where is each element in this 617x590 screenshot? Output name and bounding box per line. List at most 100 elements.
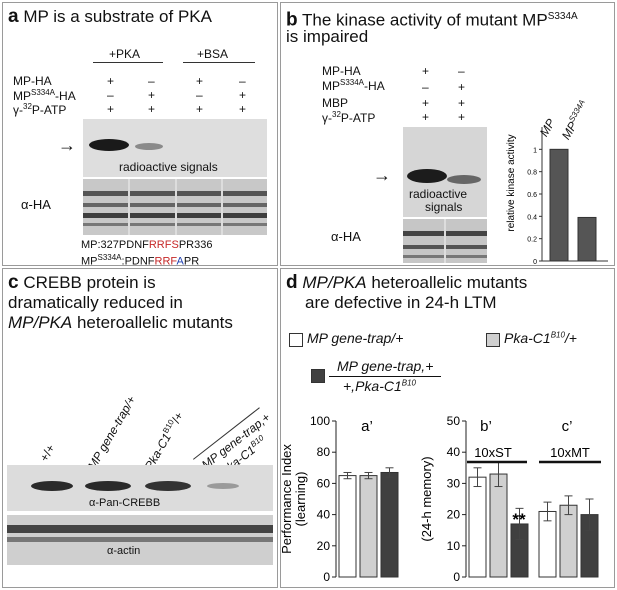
blot-band [145, 481, 191, 491]
significance-marker: ** [512, 510, 526, 529]
y-tick-label: 10 [447, 539, 461, 553]
group-label-10xst: 10xST [474, 445, 512, 460]
sym-b-2-1: + [458, 96, 466, 110]
kinase-activity-chart: 0 0.2 0.4 0.6 0.8 1 relative kinase activity [506, 127, 608, 266]
bar [559, 504, 578, 578]
panel-b-title-line2: is impaired [286, 27, 369, 46]
sym-b-0-1: – [458, 64, 465, 78]
sub-label-c: c’ [562, 418, 573, 435]
sub-label-a: a’ [361, 418, 373, 435]
col-header-pka: +PKA [109, 47, 141, 61]
sym-b-3-1: + [458, 110, 466, 124]
legend-swatch-dark [311, 369, 325, 383]
row-label-b-atp: γ-32P-ATP [322, 110, 376, 125]
panel-a: a MP is a substrate of PKA +PKA +BSA MP-… [2, 2, 278, 266]
crebb-blot: α-Pan-CREBB [7, 465, 273, 511]
col-header-bsa-line [183, 62, 255, 63]
panel-d-letter: d [286, 272, 298, 293]
bar [380, 471, 399, 578]
y-tick-label: 40 [317, 508, 331, 522]
sym-a-2-3: + [239, 102, 247, 116]
legend-label-trans-top: MP gene-trap,+ [337, 358, 434, 374]
y-tick-label: 0.6 [527, 192, 537, 199]
blot-band [447, 175, 481, 184]
panel-b-title: b The kinase activity of mutant MPS334A [286, 9, 578, 31]
group-label-10xmt: 10xMT [550, 445, 590, 460]
sym-b-1-1: + [458, 80, 466, 94]
sym-a-0-1: – [148, 74, 155, 88]
row-label-mp-ha: MP-HA [13, 74, 52, 88]
panel-c-title-line3: MP/PKA heteroallelic mutants [8, 313, 233, 332]
row-label-atp: γ-32P-ATP [13, 102, 67, 117]
y-tick-label: 0.4 [527, 214, 537, 221]
y-axis-title: (24-h memory) [419, 456, 434, 541]
sym-a-2-0: + [107, 102, 115, 116]
sym-a-0-3: – [239, 74, 246, 88]
blot-band [135, 143, 163, 150]
y-tick-label: 30 [447, 476, 461, 490]
blot-band [207, 483, 239, 489]
panel-d-title: d MP/PKA heteroallelic mutants [286, 272, 528, 293]
y-tick-label: 20 [317, 539, 331, 553]
sym-b-2-0: + [422, 96, 430, 110]
row-label-b-mbp: MBP [322, 96, 349, 110]
alpha-ha-blot-a [83, 179, 267, 235]
blot-band [7, 537, 273, 542]
alpha-ha-label-a: α-HA [21, 197, 51, 212]
blot-label: radioactive signals [119, 160, 218, 174]
sym-b-1-0: – [422, 80, 429, 94]
sequence-wt: MP:327PDNFRRFSPR336 [81, 239, 213, 251]
lane-gap [221, 179, 223, 235]
bar [468, 476, 487, 578]
panel-d: d MP/PKA heteroallelic mutants are defec… [280, 268, 615, 588]
blot-band [85, 481, 131, 491]
bar [489, 473, 508, 578]
arrow-icon: → [58, 135, 76, 155]
sym-b-3-0: + [422, 110, 430, 124]
legend-swatch-light [486, 333, 500, 347]
y-tick-label: 20 [447, 508, 461, 522]
y-axis-title: (learning) [293, 472, 308, 527]
y-tick-label: 40 [447, 445, 461, 459]
radioactive-blot-b: radioactive signals [403, 127, 487, 217]
legend-label-pka: Pka-C1B10/+ [504, 330, 577, 346]
row-label-b-mp-ha: MP-HA [322, 64, 361, 78]
sub-label-b: b’ [480, 418, 492, 435]
sequence-mutant: MPS334A:PDNFRRFAPR [81, 253, 200, 266]
blot-band [31, 481, 73, 491]
y-tick-label: 100 [310, 414, 330, 428]
sym-a-1-2: – [196, 88, 203, 102]
row-label-mp-s334a: MPS334A-HA [13, 88, 76, 103]
sym-a-2-1: + [148, 102, 156, 116]
sym-a-2-2: + [196, 102, 204, 116]
col-header-bsa: +BSA [197, 47, 229, 61]
blot-label: α-Pan-CREBB [89, 497, 161, 509]
y-axis-title: Performance Index [281, 444, 294, 554]
y-tick-label: 0 [453, 570, 460, 584]
alpha-ha-label-b: α-HA [331, 229, 361, 244]
panel-c-letter: c [8, 272, 19, 293]
sym-b-0-0: + [422, 64, 430, 78]
bar [549, 148, 569, 262]
sym-a-1-1: + [148, 88, 156, 102]
col-header-pka-line [93, 62, 163, 63]
y-tick-label: 0 [533, 259, 537, 266]
sym-a-0-0: + [107, 74, 115, 88]
bar [577, 216, 597, 262]
legend-label-mp-gene-trap: MP gene-trap/+ [307, 330, 404, 346]
legend-fraction-line [329, 376, 441, 377]
legend-label-trans-bottom: +,Pka-C1B10 [343, 378, 416, 394]
actin-blot: α-actin [7, 515, 273, 565]
sym-a-1-0: – [107, 88, 114, 102]
blot-label: radioactive [409, 187, 468, 201]
legend-swatch-white [289, 333, 303, 347]
panel-a-title: a MP is a substrate of PKA [8, 7, 212, 26]
blot-label: signals [425, 200, 463, 214]
blot-band [407, 169, 447, 183]
panel-b-letter: b [286, 9, 298, 31]
panel-c-title: c CREBB protein is [8, 272, 156, 293]
y-tick-label: 0.8 [527, 170, 537, 177]
blot-label: α-actin [107, 545, 141, 557]
panel-a-title-text: MP is a substrate of PKA [23, 7, 212, 26]
